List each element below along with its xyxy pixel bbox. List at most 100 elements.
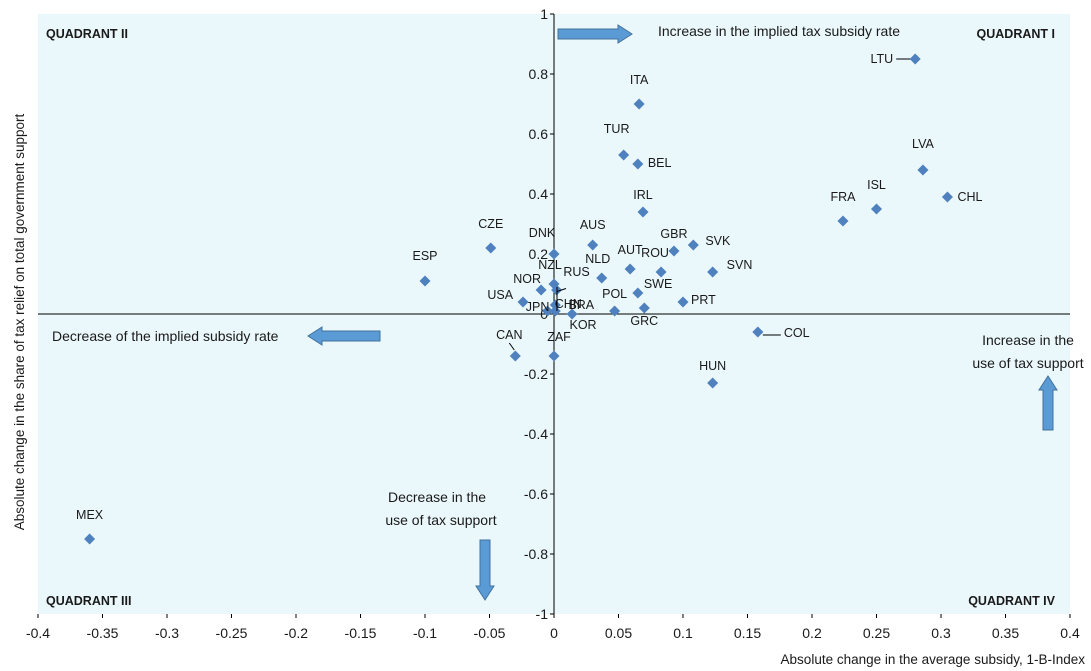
point-nld — [596, 272, 608, 284]
label-aus: AUS — [580, 218, 606, 232]
label-rou: ROU — [641, 246, 669, 260]
label-esp: ESP — [412, 249, 437, 263]
point-lva — [917, 164, 929, 176]
y-tick-label: -0.4 — [524, 426, 548, 442]
point-isl — [871, 203, 882, 215]
point-fra — [837, 215, 849, 227]
x-tick-label: -0.4 — [26, 625, 50, 641]
point-aus — [587, 239, 599, 251]
x-tick-label: -0.3 — [155, 625, 179, 641]
x-tick-label: 0.05 — [605, 625, 632, 641]
label-nld: NLD — [585, 252, 610, 266]
y-tick-label: 0.8 — [529, 66, 549, 82]
point-esp — [419, 275, 431, 287]
x-axis-label: Absolute change in the average subsidy, … — [781, 652, 1086, 667]
point-tur — [618, 149, 630, 161]
point-grc — [638, 302, 650, 314]
point-svk — [687, 239, 699, 251]
label-usa: USA — [487, 288, 513, 302]
point-dnk — [548, 248, 560, 260]
label-gbr: GBR — [660, 227, 687, 241]
y-tick-label: -0.2 — [524, 366, 548, 382]
label-swe: SWE — [644, 277, 672, 291]
quadrant-ii-label: QUADRANT II — [46, 27, 128, 41]
point-ltu — [909, 53, 921, 65]
quadrant-iv-label: QUADRANT IV — [968, 594, 1055, 608]
point-labels: LTU ITA TUR BEL LVA CHL IRL ISL FRA CZE AUS SVK GBR D… — [76, 52, 982, 522]
y-tick-label: -1 — [536, 606, 549, 622]
label-jpn: JPN — [526, 300, 550, 314]
point-chn — [549, 305, 561, 317]
label-nor: NOR — [513, 272, 541, 286]
label-fra: FRA — [830, 190, 856, 204]
label-ltu: LTU — [871, 52, 894, 66]
label-can: CAN — [496, 328, 522, 342]
increase-use-annotation-line2: use of tax support — [972, 355, 1083, 371]
label-chn: CHN — [555, 297, 582, 311]
label-prt: PRT — [691, 293, 716, 307]
point-swe — [632, 287, 644, 299]
x-tick-label: 0.25 — [863, 625, 890, 641]
label-chl: CHL — [957, 190, 982, 204]
label-tur: TUR — [604, 122, 630, 136]
label-nzl: NZL — [538, 258, 562, 272]
point-zaf — [548, 350, 560, 362]
quadrant-iii-label: QUADRANT III — [46, 594, 131, 608]
y-axis-label: Absolute change in the share of tax reli… — [12, 113, 27, 530]
label-hun: HUN — [699, 359, 726, 373]
label-col: COL — [784, 326, 810, 340]
point-nor — [535, 284, 547, 296]
x-tick-label: -0.2 — [284, 625, 308, 641]
y-tick-label: 0 — [540, 306, 548, 322]
y-tick-label: 1 — [540, 6, 548, 22]
point-svn — [707, 266, 719, 278]
label-zaf: ZAF — [547, 330, 571, 344]
increase-use-annotation-line1: Increase in the — [982, 332, 1074, 348]
label-pol: POL — [602, 287, 627, 301]
decrease-use-annotation-line2: use of tax support — [385, 512, 496, 528]
point-hun — [707, 377, 719, 389]
y-tick-label: -0.6 — [524, 486, 548, 502]
quadrant-i-label: QUADRANT I — [977, 27, 1055, 41]
label-cze: CZE — [478, 217, 503, 231]
up-arrow-icon — [1038, 375, 1058, 431]
x-tick-label: 0 — [550, 625, 558, 641]
point-pol — [609, 305, 621, 317]
label-dnk: DNK — [529, 226, 556, 240]
decrease-use-annotation-line1: Decrease in the — [388, 489, 486, 505]
x-tick-label: -0.25 — [216, 625, 248, 641]
label-lva: LVA — [912, 137, 934, 151]
point-rou — [655, 266, 667, 278]
label-grc: GRC — [630, 314, 658, 328]
point-irl — [637, 206, 649, 218]
label-bra: BRA — [568, 298, 594, 312]
point-jpn — [542, 305, 554, 317]
label-mex: MEX — [76, 508, 104, 522]
label-rus: RUS — [563, 265, 589, 279]
decrease-subsidy-rate-annotation: Decrease of the implied subsidy rate — [52, 328, 279, 344]
label-ita: ITA — [630, 73, 649, 87]
x-tick-label: 0.35 — [992, 625, 1019, 641]
x-tick-label: 0.15 — [734, 625, 761, 641]
y-tick-label: 0.6 — [529, 126, 549, 142]
x-tick-label: 0.1 — [673, 625, 693, 641]
increase-subsidy-rate-annotation: Increase in the implied tax subsidy rate — [658, 23, 900, 39]
x-tick-label: -0.1 — [413, 625, 437, 641]
direction-arrows — [307, 24, 1058, 601]
point-prt — [677, 296, 689, 308]
label-svk: SVK — [705, 234, 731, 248]
point-aut — [624, 263, 636, 275]
point-chl — [941, 191, 953, 203]
x-tick-label: 0.2 — [802, 625, 822, 641]
leader-line — [508, 342, 515, 351]
point-cze — [485, 242, 497, 254]
x-tick-label: -0.35 — [87, 625, 119, 641]
data-points — [84, 53, 953, 545]
label-kor: KOR — [570, 318, 597, 332]
y-tick-label: -0.8 — [524, 546, 548, 562]
x-tick-label: -0.15 — [345, 625, 377, 641]
point-col — [752, 326, 764, 338]
point-usa — [517, 296, 529, 308]
left-arrow-icon — [307, 326, 381, 346]
